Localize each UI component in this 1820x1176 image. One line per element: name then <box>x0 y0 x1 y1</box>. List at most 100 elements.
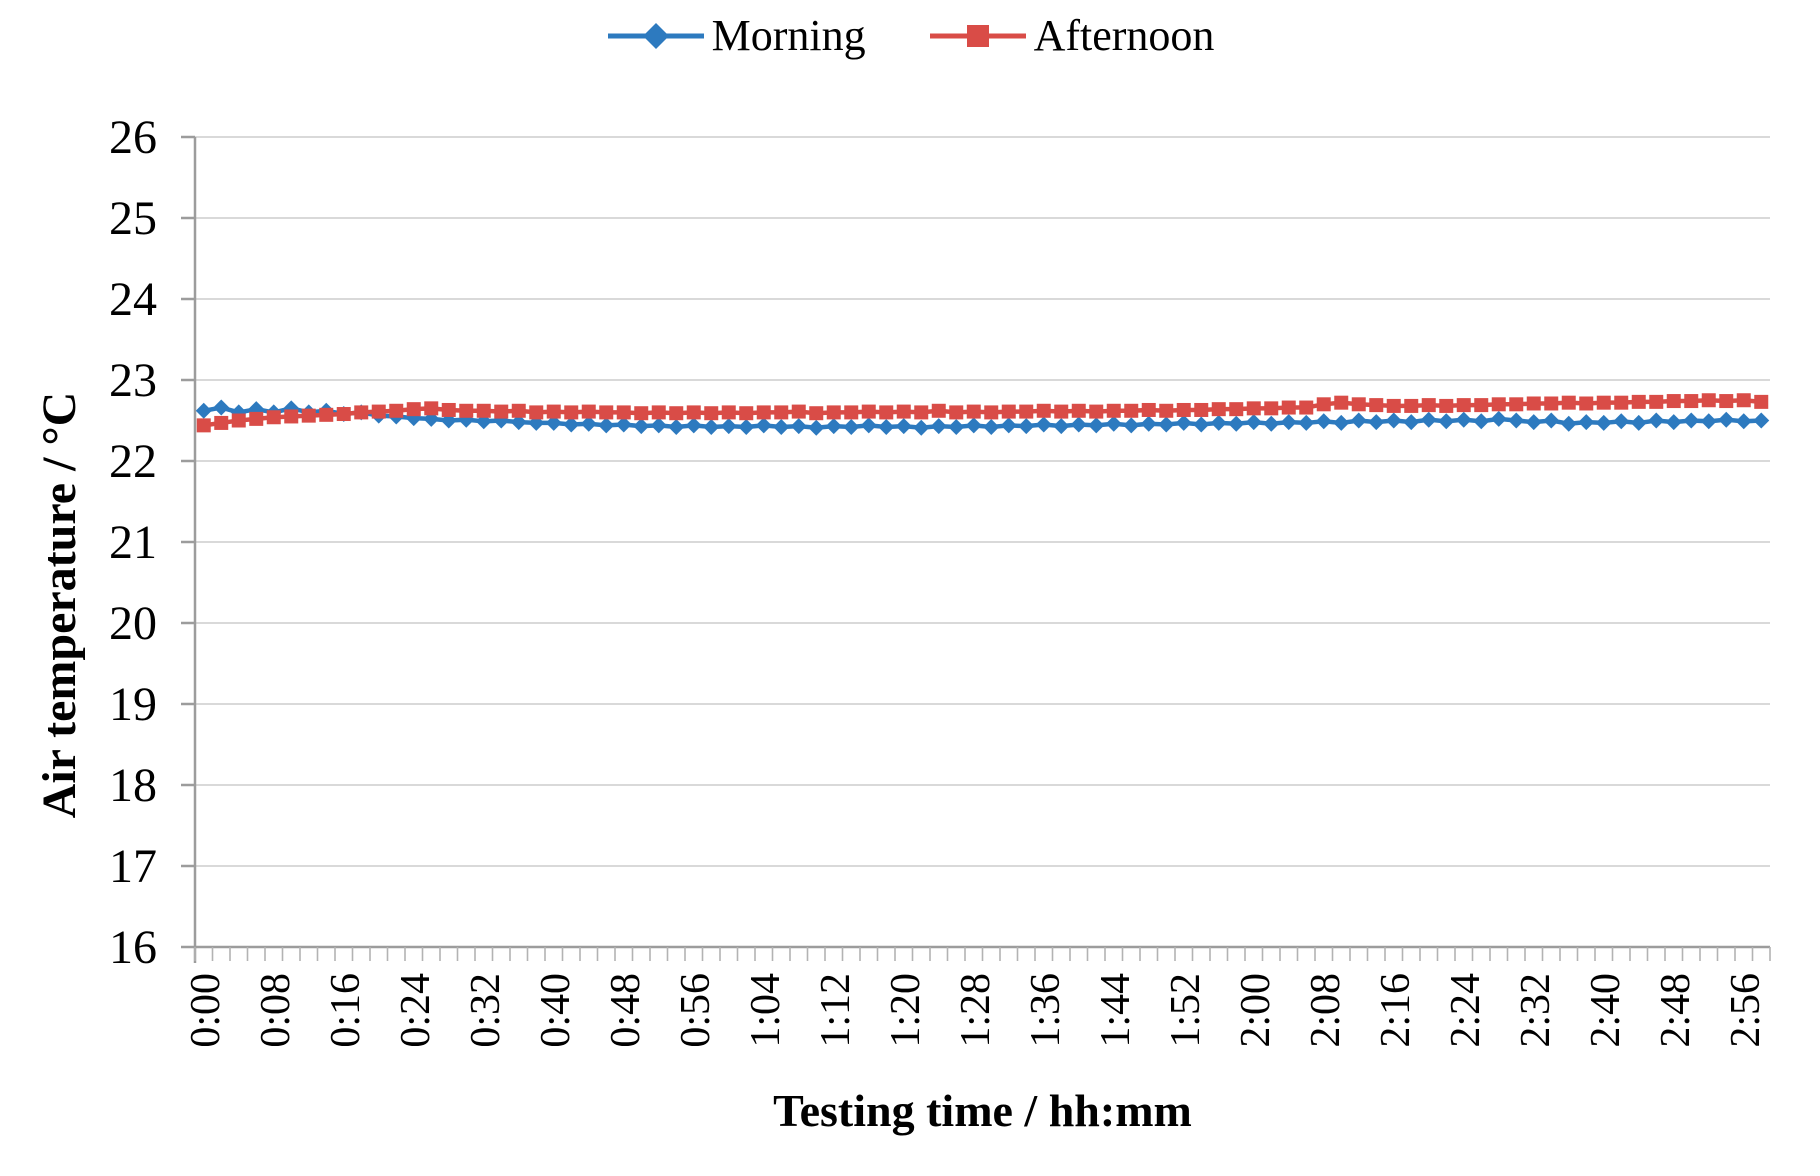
diamond-marker-icon <box>1683 412 1700 429</box>
diamond-marker-icon <box>1560 415 1577 432</box>
y-tick-label: 22 <box>109 435 157 488</box>
square-marker-icon <box>319 407 334 422</box>
square-marker-icon <box>511 403 526 418</box>
x-tick-label: 1:04 <box>743 973 789 1048</box>
square-marker-icon <box>284 409 299 424</box>
diamond-marker-icon <box>1280 414 1297 431</box>
square-marker-icon <box>1684 394 1699 409</box>
x-tick-label: 0:40 <box>533 973 579 1048</box>
diamond-marker-icon <box>1350 412 1367 429</box>
y-tick-label: 21 <box>109 516 157 569</box>
square-marker-icon <box>966 25 989 47</box>
square-marker-icon <box>1054 404 1069 419</box>
diamond-marker-icon <box>1018 418 1035 435</box>
square-marker-icon <box>739 406 754 421</box>
diamond-marker-icon <box>1105 415 1122 432</box>
square-marker-icon <box>616 405 631 420</box>
legend-item-morning: Morning <box>606 14 866 58</box>
square-marker-icon <box>354 405 369 420</box>
diamond-marker-icon <box>1403 414 1420 431</box>
morning-legend-marker <box>607 23 704 49</box>
diamond-marker-icon <box>738 418 755 435</box>
square-marker-icon <box>1176 402 1191 417</box>
diamond-marker-icon <box>1035 416 1052 433</box>
square-marker-icon <box>546 404 561 419</box>
x-tick-label: 0:56 <box>673 973 719 1048</box>
diamond-marker-icon <box>930 418 947 435</box>
square-marker-icon <box>1159 403 1174 418</box>
diamond-marker-icon <box>580 415 597 432</box>
square-marker-icon <box>1439 398 1454 413</box>
diamond-marker-icon <box>1123 417 1140 434</box>
diamond-marker-icon <box>1175 414 1192 431</box>
diamond-marker-icon <box>642 23 669 49</box>
x-tick-label: 0:48 <box>603 973 649 1048</box>
square-marker-icon <box>1579 396 1594 411</box>
diamond-marker-icon <box>1753 412 1770 429</box>
diamond-marker-icon <box>650 417 667 434</box>
square-marker-icon <box>441 402 456 417</box>
diamond-marker-icon <box>213 399 230 416</box>
square-marker-icon <box>231 413 246 428</box>
legend: Morning Afternoon <box>0 14 1820 58</box>
x-tick-label: 2:32 <box>1513 973 1559 1048</box>
x-tick-label: 0:32 <box>463 973 509 1048</box>
square-marker-icon <box>879 405 894 420</box>
afternoon-legend-marker <box>929 25 1026 47</box>
x-tick-label: 2:48 <box>1653 973 1699 1048</box>
y-tick-label: 18 <box>109 759 157 812</box>
square-marker-icon <box>634 406 649 421</box>
diamond-marker-icon <box>1158 416 1175 433</box>
diamond-marker-icon <box>1088 417 1105 434</box>
square-marker-icon <box>984 405 999 420</box>
diamond-marker-icon <box>808 419 825 436</box>
square-marker-icon <box>459 403 474 418</box>
x-tick-label: 2:00 <box>1233 973 1279 1048</box>
square-marker-icon <box>756 405 771 420</box>
x-tick-label: 2:24 <box>1443 973 1489 1048</box>
square-marker-icon <box>1491 397 1506 412</box>
square-marker-icon <box>1701 393 1716 408</box>
diamond-marker-icon <box>1000 417 1017 434</box>
x-tick-label: 1:28 <box>953 973 999 1048</box>
square-marker-icon <box>949 405 964 420</box>
square-marker-icon <box>966 404 981 419</box>
y-tick-label: 24 <box>109 273 157 326</box>
diamond-marker-icon <box>1455 411 1472 428</box>
x-tick-label: 2:40 <box>1583 973 1629 1048</box>
diamond-marker-icon <box>965 417 982 434</box>
x-tick-label: 2:16 <box>1373 973 1419 1048</box>
square-marker-icon <box>529 405 544 420</box>
diamond-marker-icon <box>1438 413 1455 430</box>
x-axis-title: Testing time / hh:mm <box>773 1085 1192 1136</box>
y-tick-label: 17 <box>109 840 157 893</box>
square-marker-icon <box>1754 394 1769 409</box>
square-marker-icon <box>266 410 281 425</box>
square-marker-icon <box>1369 398 1384 413</box>
x-tick-label: 1:12 <box>813 973 859 1048</box>
diamond-marker-icon <box>983 418 1000 435</box>
square-marker-icon <box>406 402 421 417</box>
y-tick-label: 25 <box>109 192 157 245</box>
square-marker-icon <box>1386 398 1401 413</box>
square-marker-icon <box>914 405 929 420</box>
diamond-marker-icon <box>1263 415 1280 432</box>
diamond-marker-icon <box>598 417 615 434</box>
diamond-marker-icon <box>1473 413 1490 430</box>
square-marker-icon <box>424 401 439 416</box>
diamond-marker-icon <box>1543 412 1560 429</box>
square-marker-icon <box>1299 400 1314 415</box>
square-marker-icon <box>1614 395 1629 410</box>
y-tick-label: 26 <box>109 111 157 164</box>
square-marker-icon <box>809 406 824 421</box>
square-marker-icon <box>1019 404 1034 419</box>
square-marker-icon <box>196 418 211 433</box>
diamond-marker-icon <box>1245 414 1262 431</box>
square-marker-icon <box>1194 402 1209 417</box>
square-marker-icon <box>1509 397 1524 412</box>
diamond-marker-icon <box>790 418 807 435</box>
x-tick-label: 0:24 <box>393 973 439 1048</box>
y-tick-label: 20 <box>109 597 157 650</box>
diamond-marker-icon <box>1368 414 1385 431</box>
square-marker-icon <box>721 405 736 420</box>
